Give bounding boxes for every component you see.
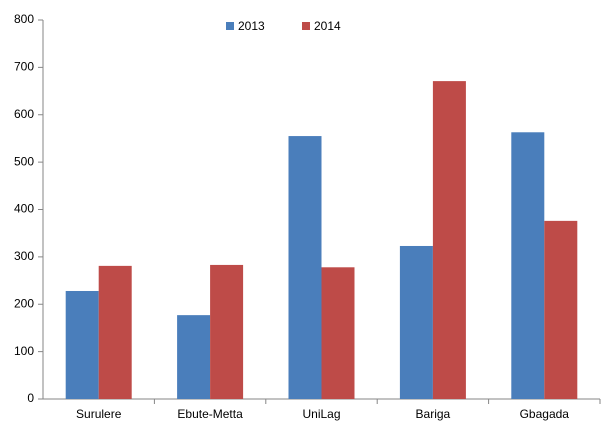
legend-swatch [302, 22, 310, 30]
y-tick-label: 500 [14, 154, 34, 168]
bar [544, 220, 578, 399]
x-tick-label: Bariga [416, 407, 451, 421]
y-tick-label: 300 [14, 249, 34, 263]
x-tick-label: Surulere [76, 407, 122, 421]
bar [288, 136, 322, 399]
x-tick-label: Gbagada [520, 407, 570, 421]
bar [98, 265, 132, 399]
bar [432, 81, 466, 400]
y-tick-label: 700 [14, 60, 34, 74]
y-tick-label: 0 [27, 391, 34, 405]
x-tick-label: Ebute-Metta [177, 407, 243, 421]
legend-swatch [226, 22, 234, 30]
y-tick-label: 400 [14, 202, 34, 216]
x-tick-label: UniLag [302, 407, 340, 421]
bar [177, 315, 211, 399]
bar [210, 264, 244, 399]
y-tick-label: 100 [14, 344, 34, 358]
legend-label: 2013 [238, 19, 265, 33]
bar [511, 132, 545, 399]
bar [65, 290, 99, 399]
bar [399, 245, 433, 399]
y-tick-label: 200 [14, 296, 34, 310]
bar [321, 267, 355, 399]
legend-label: 2014 [314, 19, 341, 33]
y-tick-label: 800 [14, 12, 34, 26]
y-tick-label: 600 [14, 107, 34, 121]
